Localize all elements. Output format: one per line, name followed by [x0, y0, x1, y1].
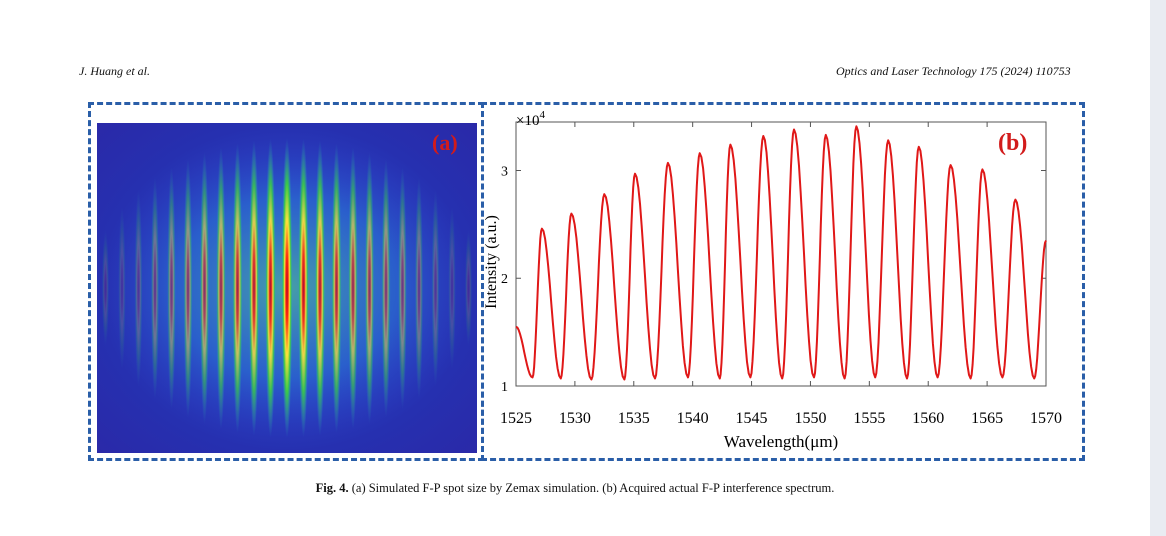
panel-b-label: (b): [998, 130, 1028, 156]
interference-fringe: [448, 206, 456, 370]
panel-b-frame: [481, 102, 1085, 461]
fp-spot-fringes: [101, 138, 473, 438]
x-tick-label: 1560: [912, 410, 944, 427]
interference-fringe: [331, 142, 342, 434]
x-tick-label: 1565: [971, 410, 1003, 427]
interference-fringe: [265, 138, 276, 438]
interference-fringe: [232, 142, 243, 434]
caption-label: Fig. 4.: [315, 481, 349, 495]
interference-fringe: [398, 166, 407, 410]
x-tick-label: 1525: [500, 410, 532, 427]
interference-fringe: [298, 138, 309, 438]
running-header-journal: Optics and Laser Technology 175 (2024) 1…: [836, 64, 1071, 78]
interference-fringe: [364, 151, 375, 425]
figure-caption: Fig. 4. (a) Simulated F-P spot size by Z…: [0, 481, 1150, 496]
y-multiplier: ×104: [516, 109, 545, 129]
interference-fringe: [381, 158, 391, 418]
interference-fringe: [314, 140, 326, 436]
x-tick-label: 1555: [853, 410, 885, 427]
interference-fringe: [118, 206, 126, 370]
spectrum-chart: 1525 1530 1535 1540 1545 1550 1555 1560 1565 1570…: [483, 109, 1062, 451]
interference-fringe: [348, 146, 358, 430]
x-tick-label: 1550: [794, 410, 826, 427]
interference-fringe: [431, 189, 440, 387]
viewer-edge: [1150, 0, 1166, 536]
interference-fringe: [216, 146, 226, 430]
interference-fringe: [199, 151, 210, 425]
interference-fringe: [464, 229, 473, 347]
x-tick-label: 1540: [677, 410, 709, 427]
fp-spot-image: [97, 123, 477, 453]
spectrum-series-line: [515, 125, 1047, 381]
y-tick-label: 3: [501, 164, 508, 179]
x-tick-label: 1545: [736, 410, 768, 427]
interference-fringe: [281, 138, 293, 438]
interference-fringe: [414, 176, 424, 400]
x-tick-label: 1570: [1030, 410, 1062, 427]
y-tick-label: 2: [501, 272, 508, 287]
interference-fringe: [167, 166, 176, 410]
running-header-authors: J. Huang et al.: [79, 64, 150, 78]
x-axis-label: Wavelength(μm): [724, 432, 838, 451]
panel-a-label: (a): [432, 130, 458, 155]
y-axis-label: Intensity (a.u.): [483, 215, 500, 309]
plot-area: [515, 121, 1047, 387]
interference-fringe: [248, 140, 260, 436]
interference-fringe: [101, 229, 110, 347]
interference-fringe: [134, 189, 143, 387]
y-tick-label: 1: [501, 380, 508, 395]
x-tick-label: 1535: [618, 410, 650, 427]
interference-fringe: [150, 176, 160, 400]
caption-text: (a) Simulated F-P spot size by Zemax sim…: [348, 481, 835, 495]
x-tick-label: 1530: [559, 410, 591, 427]
interference-fringe: [183, 158, 193, 418]
